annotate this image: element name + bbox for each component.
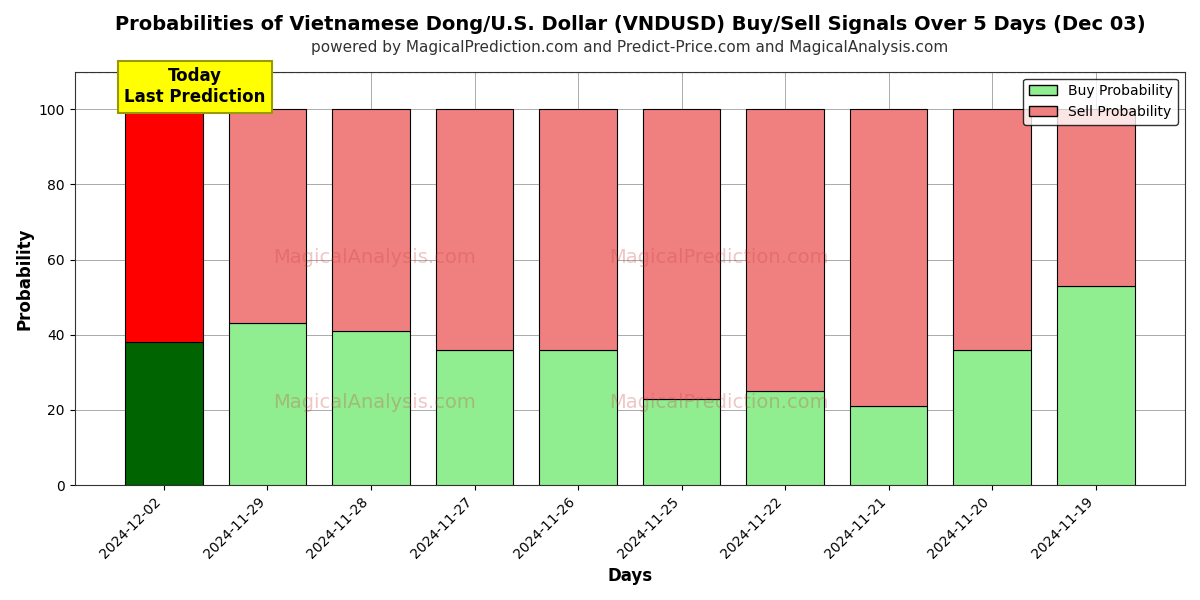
Legend: Buy Probability, Sell Probability: Buy Probability, Sell Probability	[1024, 79, 1178, 125]
Bar	[539, 350, 617, 485]
Bar	[643, 109, 720, 398]
Text: MagicalPrediction.com: MagicalPrediction.com	[608, 248, 828, 267]
Bar	[850, 406, 928, 485]
Bar	[953, 350, 1031, 485]
Text: powered by MagicalPrediction.com and Predict-Price.com and MagicalAnalysis.com: powered by MagicalPrediction.com and Pre…	[311, 40, 948, 55]
Bar	[332, 109, 410, 331]
Text: Today
Last Prediction: Today Last Prediction	[125, 67, 265, 106]
Y-axis label: Probability: Probability	[16, 227, 34, 329]
Bar	[332, 331, 410, 485]
Bar	[1057, 286, 1134, 485]
Text: MagicalPrediction.com: MagicalPrediction.com	[608, 393, 828, 412]
Bar	[1057, 109, 1134, 286]
Bar	[953, 109, 1031, 350]
Bar	[746, 391, 824, 485]
Text: MagicalAnalysis.com: MagicalAnalysis.com	[274, 248, 476, 267]
Bar	[229, 323, 306, 485]
Bar	[539, 109, 617, 350]
Bar	[125, 109, 203, 342]
Bar	[436, 350, 514, 485]
Bar	[436, 109, 514, 350]
Title: Probabilities of Vietnamese Dong/U.S. Dollar (VNDUSD) Buy/Sell Signals Over 5 Da: Probabilities of Vietnamese Dong/U.S. Do…	[114, 15, 1145, 34]
Bar	[643, 398, 720, 485]
Text: MagicalAnalysis.com: MagicalAnalysis.com	[274, 393, 476, 412]
Bar	[229, 109, 306, 323]
X-axis label: Days: Days	[607, 567, 653, 585]
Bar	[746, 109, 824, 391]
Bar	[850, 109, 928, 406]
Bar	[125, 342, 203, 485]
